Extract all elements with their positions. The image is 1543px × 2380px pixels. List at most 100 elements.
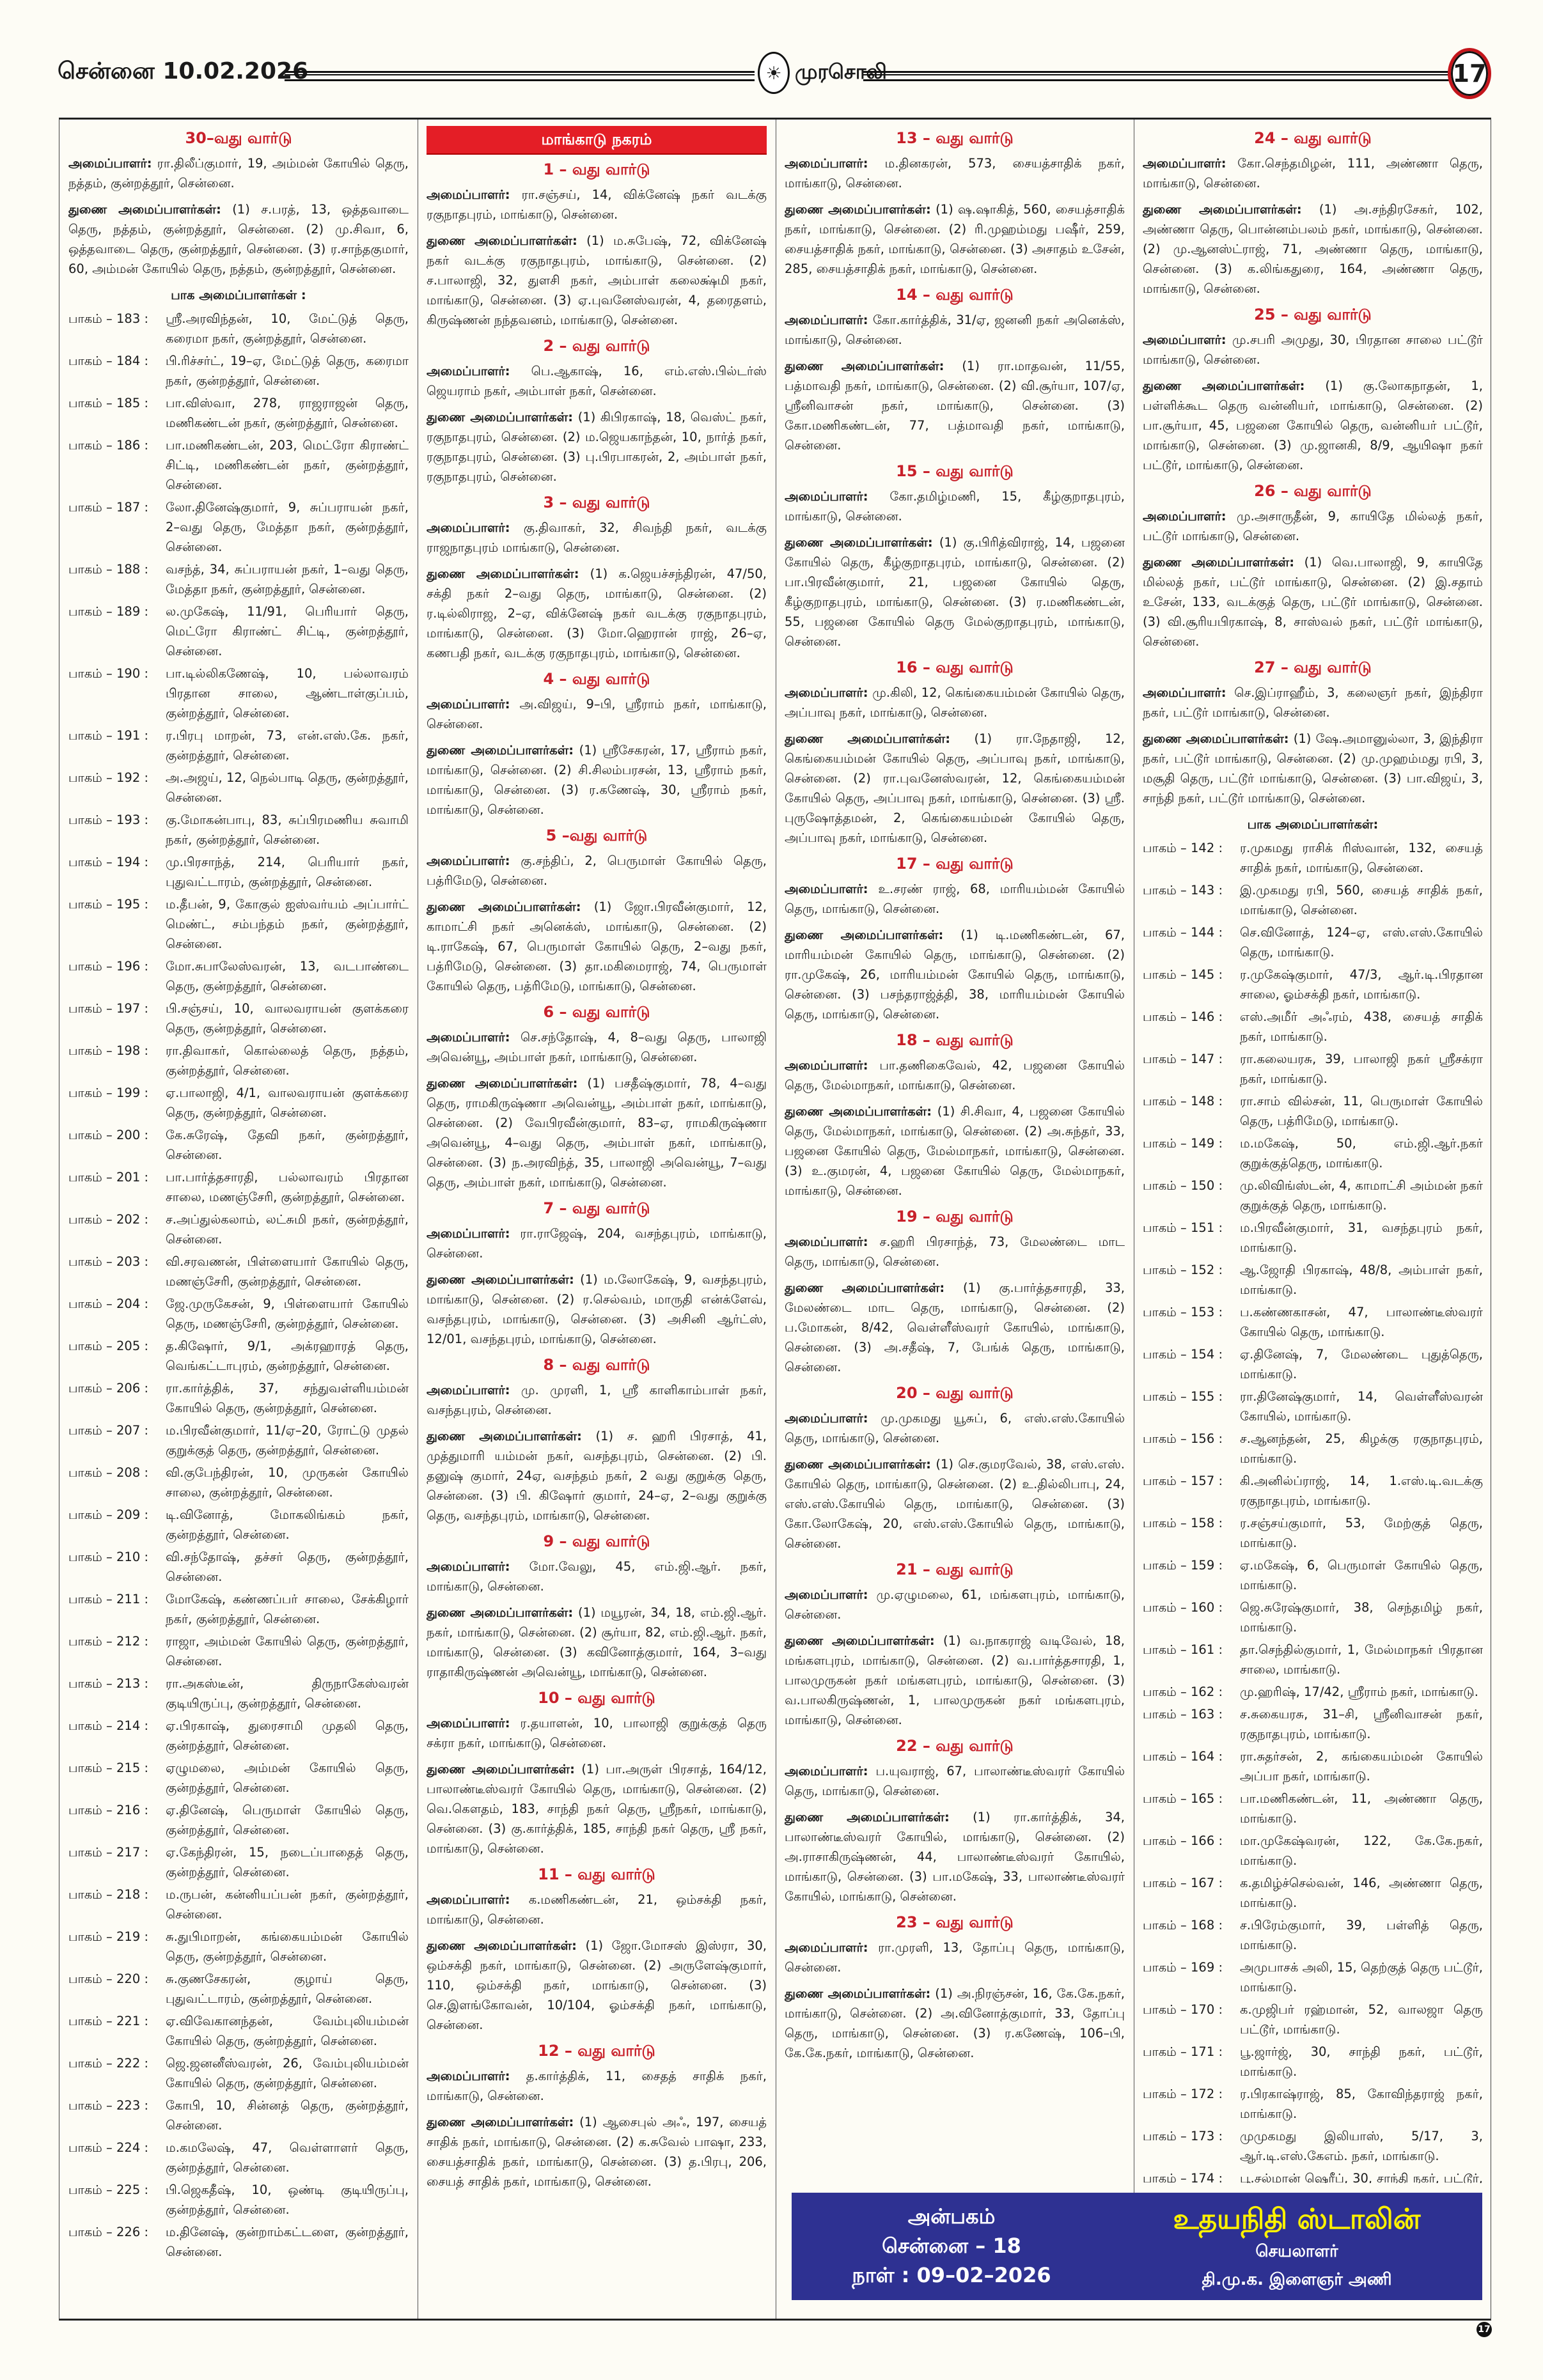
booth-num: 185 [116,396,141,410]
deputy-conveners-entry: துணை அமைப்பாளர்கள்: (1) பா.அருள் பிரசாத்… [427,1759,767,1858]
booth-number: பாகம் – 207 : [68,1423,149,1438]
booth-num: 222 [116,2056,141,2071]
booth-entry: பாகம் – 206 : ரா.கார்த்திக், 37, சந்துவள்… [68,1378,409,1418]
booth-number: பாகம் – 192 : [68,770,149,785]
booth-prefix: பாகம் – [68,1043,113,1058]
booth-text: செ.வினோத், 124–ஏ, எஸ்.எஸ்.கோயில் தெரு, ம… [1240,925,1483,960]
booth-text: ஜெ.சுரேஷ்குமார், 38, செந்தமிழ் நகர், மாங… [1240,1600,1483,1635]
booth-text: மோ.சுபாலேஸ்வரன், 13, வடபாண்டை தெரு, குன்… [166,959,409,993]
ad-left: அன்பகம் சென்னை – 18 நாள் : 09–02–2026 [792,2202,1111,2290]
booth-num: 223 [116,2098,141,2113]
booth-number: பாகம் – 224 : [68,2140,149,2155]
booth-num: 190 [116,666,141,681]
booth-number: பாகம் – 198 : [68,1043,149,1058]
booth-number: பாகம் – 144 : [1143,925,1223,940]
booth-prefix: பாகம் – [68,1803,113,1817]
booth-prefix: பாகம் – [68,1592,113,1606]
booth-num: 160 [1191,1600,1215,1615]
entry-text: (1) பா.அருள் பிரசாத், 164/12, பாலாண்டீஸ்… [427,1762,767,1856]
ad-org: தி.மு.க. இளைஞர் அணி [1202,2270,1392,2289]
ward-heading: 14 – வது வார்டு [896,286,1014,304]
entry-text: த.கார்த்திக், 11, சைதத் சாதிக் நகர், மாங… [427,2069,767,2103]
deputy-conveners-entry: துணை அமைப்பாளர்கள்: (1) க.ஜெயச்சந்திரன்,… [427,564,767,663]
booth-entry: பாகம் – 165 : பா.மணிகண்டன், 11, அண்ணா தெர… [1143,1789,1483,1828]
booth-number: பாகம் – 217 : [68,1845,149,1860]
booth-num: 191 [116,728,141,743]
deputy-label: துணை அமைப்பாளர்கள்: [785,1457,931,1472]
booth-entry: பாகம் – 203 : வி.சரவணன், பிள்ளையார் கோயில… [68,1252,409,1291]
booth-num: 226 [116,2225,141,2239]
booth-entry: பாகம் – 218 : ம.ருபன், கன்னியப்பன் நகர், … [68,1885,409,1924]
booth-text: ம.ருபன், கன்னியப்பன் நகர், குன்றத்தூர், … [166,1887,409,1922]
convener-label: அமைப்பாளர்: [785,1764,868,1778]
booth-text: பா.பார்த்தசாரதி, பல்லாவரம் பிரதான சாலை, … [166,1170,409,1204]
convener-entry: அமைப்பாளர்: ரா.ராஜேஷ், 204, வசந்தபுரம், … [427,1224,767,1263]
booth-entry: பாகம் – 170 : க.முஜிபர் ரஹ்மான், 52, வாலஜ… [1143,2000,1483,2039]
booth-entry: பாகம் – 147 : ரா.கலையரசு, 39, பாலாஜி நகர்… [1143,1049,1483,1089]
booth-number: பாகம் – 173 : [1143,2129,1223,2143]
booth-prefix: பாகம் – [68,1085,113,1100]
booth-number: பாகம் – 209 : [68,1507,149,1522]
entry-text: (1) ச.பரத், 13, ஒத்தவாடை தெரு, நத்தம், க… [68,202,409,276]
entry-text: (1) ஜோ.மோசஸ் இஸ்ரா, 30, ஒம்சக்தி நகர், ம… [427,1938,767,2032]
booth-num: 172 [1191,2087,1215,2101]
booth-text: ஜே.முருகேசன், 9, பிள்ளையார் கோயில் தெரு,… [166,1296,409,1331]
booth-text: அமுபாசக் அலி, 15, தெற்குத் தெரு பட்டூர்,… [1240,1960,1483,1995]
booth-number: பாகம் – 171 : [1143,2044,1223,2059]
booth-entry: பாகம் – 226 : ம.தினேஷ், குன்றாம்கட்டளை, க… [68,2222,409,2262]
booth-number: பாகம் – 166 : [1143,1833,1223,1848]
ward-heading: 30–வது வார்டு [185,129,292,147]
booth-number: பாகம் – 174 : [1143,2168,1240,2183]
booth-text: வி.குபேந்திரன், 10, முருகன் கோயில் சாலை,… [166,1465,409,1500]
booth-number: பாகம் – 161 : [1143,1642,1223,1657]
convener-label: அமைப்பாளர்: [427,697,510,712]
booth-text: ம.மகேஷ், 50, எம்.ஜி.ஆர்.நகர் குறுக்குத்த… [1240,1136,1483,1171]
booth-number: பாகம் – 225 : [68,2182,149,2197]
booth-num: 146 [1191,1009,1215,1024]
booth-text: ஏழுமலை, அம்மன் கோயில் தெரு, குன்றத்தூர்,… [166,1761,409,1795]
booth-number: பாகம் – 226 : [68,2225,149,2239]
convener-label: அமைப்பாளர்: [427,2069,510,2083]
ward-heading: 20 – வது வார்டு [896,1384,1014,1402]
convener-entry: அமைப்பாளர்: ரா.சஞ்சய், 14, விக்னேஷ் நகர்… [427,185,767,224]
booth-entry: பாகம் – 207 : ம.பிரவீன்குமார், 11/ஏ–20, ர… [68,1420,409,1460]
booth-num: 157 [1191,1474,1215,1488]
booth-entry: பாகம் – 215 : ஏழுமலை, அம்மன் கோயில் தெரு,… [68,1758,409,1798]
booth-entry: பாகம் – 224 : ம.கமலேஷ், 47, வெள்ளாளர் தெர… [68,2138,409,2177]
booth-entry: பாகம் – 210 : வி.சந்தோஷ், தச்சர் தெரு, கு… [68,1547,409,1587]
ward-heading: 13 – வது வார்டு [896,129,1014,147]
booth-text: பா.மணிகண்டன், 203, மெட்ரோ கிராண்ட் சிட்ட… [166,438,409,492]
booth-number: பாகம் – 160 : [1143,1600,1223,1615]
convener-entry: அமைப்பாளர்: கோ.கார்த்திக், 31/ஏ, ஜனனி நக… [785,310,1125,350]
booth-num: 209 [116,1507,141,1522]
booth-number: பாகம் – 165 : [1143,1791,1223,1806]
booth-text: ஜெ.ஜனனீஸ்வரன், 26, வேம்புலியம்மன் கோயில்… [166,2056,409,2090]
deputy-conveners-entry: துணை அமைப்பாளர்கள்: (1) கு.லோகநாதன், 1, … [1143,376,1483,475]
edition-date: சென்னை 10.02.2026 [58,58,309,84]
ward-heading: 3 – வது வார்டு [543,494,650,511]
booth-number: பாகம் – 153 : [1143,1305,1223,1319]
booth-prefix: பாகம் – [1143,925,1187,940]
booth-num: 225 [116,2182,141,2197]
booth-entry: பாகம் – 225 : பி.ஜெகதீஷ், 10, ஒண்டி குடிய… [68,2180,409,2220]
booth-text: டி.வினோத், மோகலிங்கம் நகர், குன்றத்தூர்,… [166,1507,409,1542]
page-number-badge: 17 [1448,48,1491,99]
booth-text: கே.சுரேஷ், தேவி நகர், குன்றத்தூர், சென்ன… [166,1128,409,1162]
booth-number: பாகம் – 155 : [1143,1389,1223,1404]
booth-num: 152 [1191,1263,1215,1277]
booth-entry: பாகம் – 204 : ஜே.முருகேசன், 9, பிள்ளையார்… [68,1294,409,1334]
booth-prefix: பாகம் – [1143,2129,1187,2143]
booth-number: பாகம் – 201 : [68,1170,149,1185]
booth-prefix: பாகம் – [1143,1305,1187,1319]
entry-text: (1) சி.சிவா, 4, பஜனை கோயில் தெரு, மேல்மா… [785,1104,1125,1198]
convener-label: அமைப்பாளர்: [427,853,510,868]
booth-prefix: பாகம் – [68,1128,113,1142]
booth-prefix: பாகம் – [1143,883,1187,898]
deputy-conveners-entry: துணை அமைப்பாளர்கள்: (1) கிபிரகாஷ், 18, வ… [427,407,767,486]
deputy-label: துணை அமைப்பாளர்கள்: [785,1104,932,1119]
ward-heading: 21 – வது வார்டு [896,1560,1014,1578]
booth-entry: பாகம் – 183 : ஸ்ரீ.அரவிந்தன், 10, மேட்டுத… [68,309,409,348]
booth-entry: பாகம் – 216 : ஏ.தினேஷ், பெருமாள் கோயில் த… [68,1800,409,1840]
booth-number: பாகம் – 194 : [68,855,149,869]
booth-prefix: பாகம் – [68,604,113,619]
